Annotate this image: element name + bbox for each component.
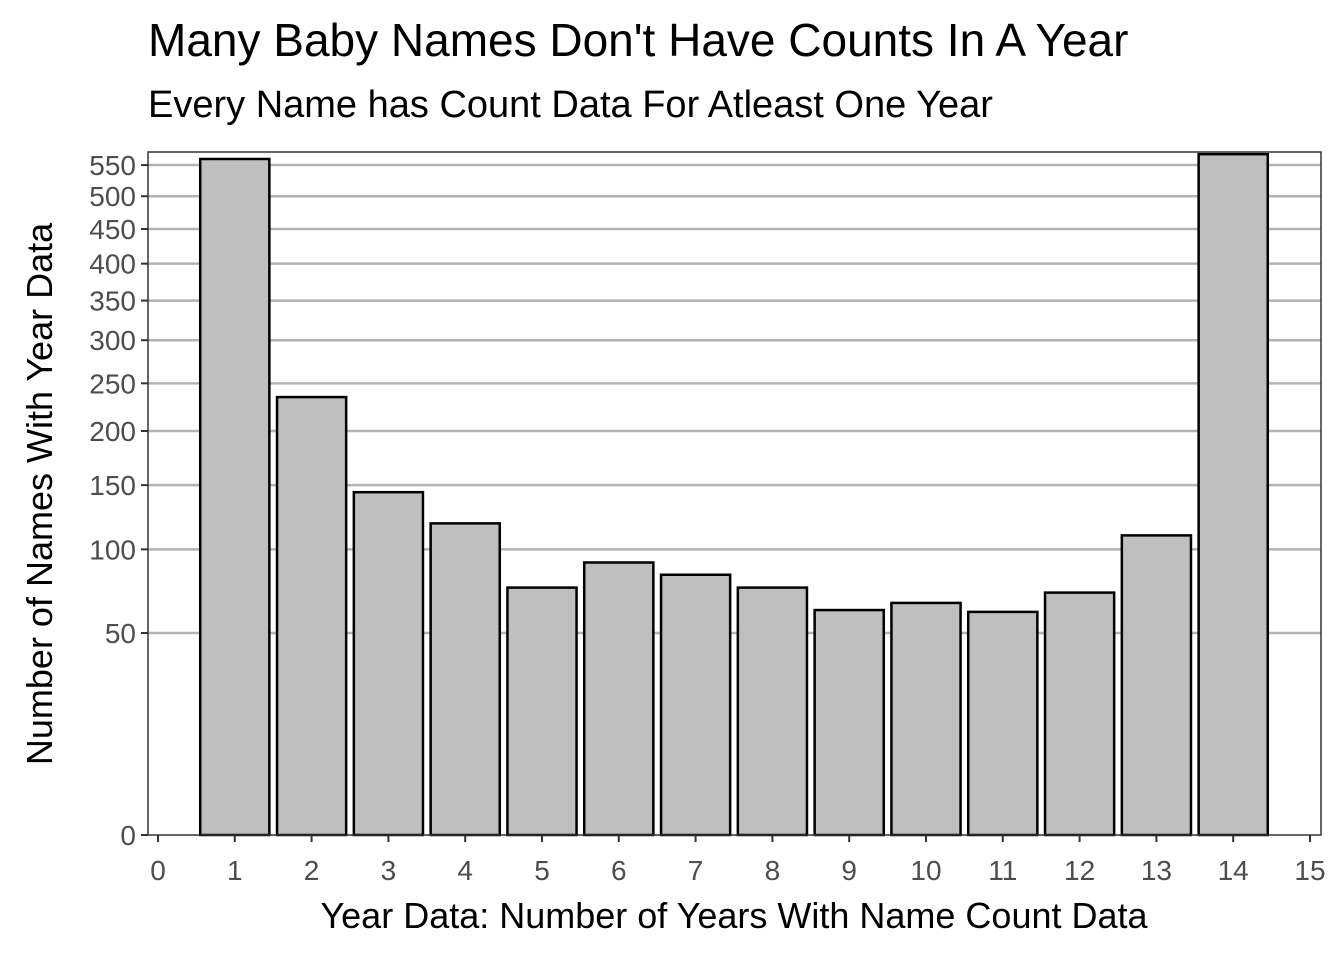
bar	[198, 157, 271, 837]
y-tick-label: 400	[89, 249, 136, 280]
bar	[1120, 534, 1193, 837]
y-tick-label: 350	[89, 286, 136, 317]
bar	[1197, 152, 1270, 837]
y-tick-label: 550	[89, 150, 136, 181]
y-tick-label: 0	[120, 820, 136, 851]
y-tick-label: 500	[89, 181, 136, 212]
x-tick-label: 14	[1218, 855, 1249, 886]
x-tick-label: 11	[988, 855, 1017, 886]
x-tick-label: 2	[304, 855, 320, 886]
chart-title: Many Baby Names Don't Have Counts In A Y…	[148, 14, 1129, 66]
chart-subtitle: Every Name has Count Data For Atleast On…	[148, 84, 993, 126]
x-axis-title: Year Data: Number of Years With Name Cou…	[320, 895, 1148, 936]
bar	[582, 561, 655, 837]
bar	[429, 522, 502, 837]
bars	[198, 152, 1270, 837]
x-tick-label: 15	[1294, 855, 1325, 886]
x-tick-label: 0	[150, 855, 166, 886]
x-tick-label: 5	[534, 855, 550, 886]
bar	[736, 586, 809, 837]
y-tick-label: 250	[89, 368, 136, 399]
x-axis: 0 1 2 3 4 5 6 7 8 9 10 11 12 13 14 15	[150, 835, 1326, 886]
y-tick-label: 50	[105, 618, 136, 649]
x-tick-label: 8	[765, 855, 781, 886]
x-tick-label: 4	[457, 855, 473, 886]
y-tick-label: 450	[89, 214, 136, 245]
y-tick-label: 100	[89, 534, 136, 565]
y-tick-label: 200	[89, 416, 136, 447]
y-tick-label: 300	[89, 325, 136, 356]
y-tick-label: 150	[89, 470, 136, 501]
y-axis-title: Number of Names With Year Data	[19, 222, 60, 765]
bar	[352, 490, 425, 837]
x-tick-label: 9	[841, 855, 857, 886]
x-tick-label: 1	[227, 855, 243, 886]
grid-lines	[148, 163, 1321, 635]
bar	[659, 573, 732, 837]
x-tick-label: 7	[688, 855, 704, 886]
bar	[966, 610, 1039, 837]
bar	[275, 395, 348, 837]
plot-panel-border	[147, 151, 1322, 836]
x-tick-label: 12	[1064, 855, 1095, 886]
x-tick-label: 10	[910, 855, 941, 886]
bar	[890, 601, 962, 837]
bar	[506, 586, 578, 837]
x-tick-label: 3	[381, 855, 397, 886]
x-tick-label: 6	[611, 855, 627, 886]
x-tick-label: 13	[1141, 855, 1172, 886]
bar	[1043, 591, 1116, 837]
bar	[813, 608, 886, 837]
